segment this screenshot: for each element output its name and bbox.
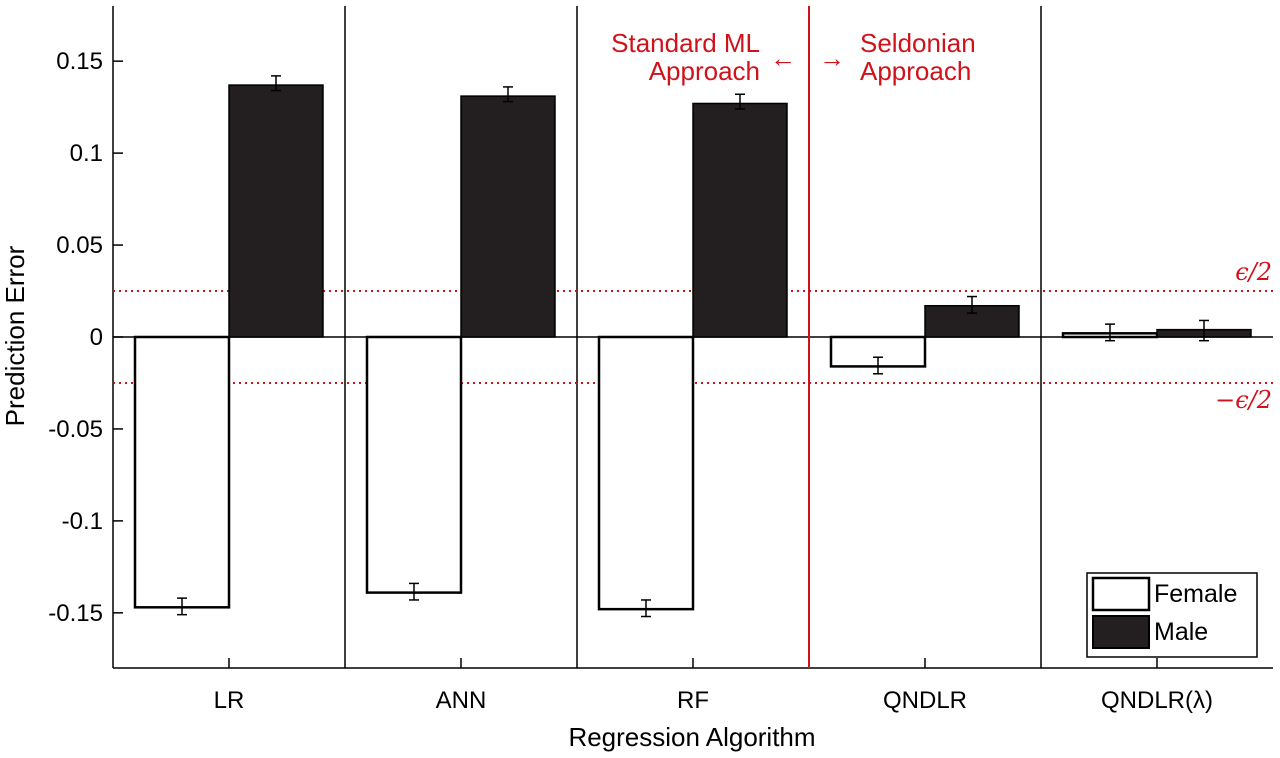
- y-tick-label: 0.15: [56, 48, 103, 75]
- annotation-standard-ml-line1: Standard ML: [611, 28, 760, 58]
- epsilon-half-label: ϵ/2: [1235, 258, 1272, 286]
- annotation-seldonian-line1: Seldonian: [860, 28, 976, 58]
- x-tick-label: QNDLR(λ): [1101, 687, 1213, 714]
- neg-epsilon-half-label: −ϵ/2: [1215, 386, 1272, 414]
- bar-female: [597, 335, 695, 611]
- y-tick-label: 0: [90, 324, 103, 351]
- legend-label-female: Female: [1154, 580, 1237, 608]
- legend-label-male: Male: [1154, 618, 1208, 646]
- x-tick-label: LR: [214, 687, 245, 714]
- x-tick-label: ANN: [436, 687, 487, 714]
- y-tick-label: -0.05: [48, 416, 103, 443]
- bar-female: [133, 335, 231, 609]
- y-tick-label: 0.1: [70, 140, 103, 167]
- bar-male: [692, 102, 788, 338]
- bar-female: [365, 335, 463, 594]
- annotation-standard-ml-line2: Approach: [649, 56, 760, 86]
- y-tick-label: 0.05: [56, 232, 103, 259]
- y-axis-title: Prediction Error: [0, 245, 30, 426]
- y-tick-label: -0.15: [48, 600, 103, 627]
- annotation-right-arrow: →: [819, 43, 845, 73]
- x-tick-label: RF: [677, 687, 709, 714]
- legend-swatch-female: [1091, 576, 1151, 612]
- x-axis-title: Regression Algorithm: [568, 722, 815, 752]
- x-tick-label: QNDLR: [883, 687, 967, 714]
- annotation-seldonian-line2: Approach: [860, 56, 971, 86]
- bar-male: [460, 95, 556, 338]
- bar-male: [228, 84, 324, 338]
- legend-swatch-male: [1092, 615, 1150, 649]
- y-tick-label: -0.1: [62, 508, 103, 535]
- annotation-left-arrow: ←: [770, 43, 796, 73]
- legend: Female Male: [1086, 572, 1258, 658]
